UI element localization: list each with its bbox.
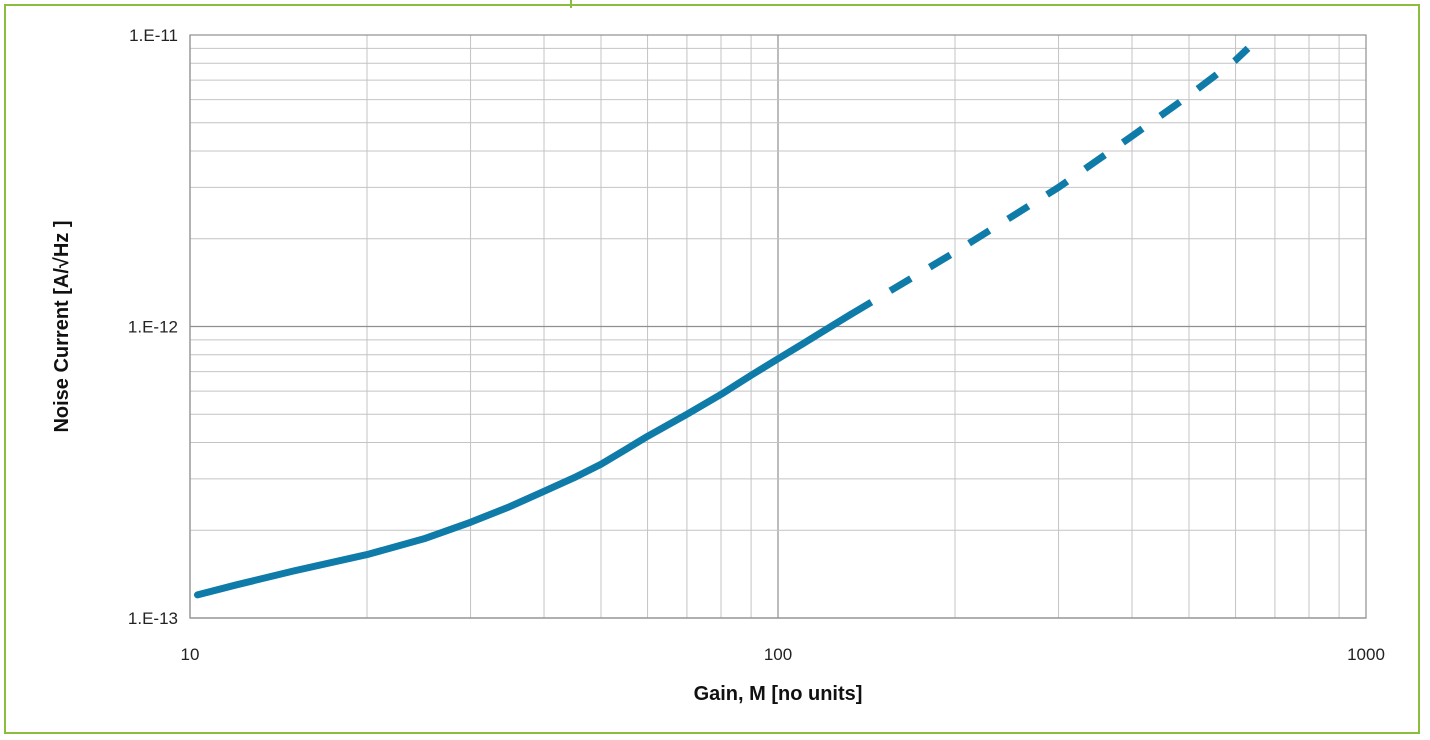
chart-frame [4, 4, 1420, 734]
grid-lines [189, 35, 1366, 619]
x-tick-label: 100 [764, 645, 792, 664]
series-line-solid [194, 310, 855, 599]
plot-area-border [189, 34, 1367, 619]
y-axis-title: Noise Current [A/√Hz ] [51, 220, 73, 432]
y-tick-label: 1.E-12 [128, 318, 178, 337]
series-layer [194, 45, 1251, 599]
y-tick-label: 1.E-11 [129, 26, 178, 45]
x-tick-label: 1000 [1347, 645, 1385, 664]
series-line-dashed [849, 45, 1251, 318]
x-axis-title: Gain, M [no units] [694, 683, 863, 705]
frame-notch [570, 0, 572, 8]
x-tick-label: 10 [181, 645, 200, 664]
tick-labels: 10 100 1000 1.E-11 1.E-12 1.E-13 [128, 26, 1385, 664]
y-tick-label: 1.E-13 [128, 609, 178, 628]
